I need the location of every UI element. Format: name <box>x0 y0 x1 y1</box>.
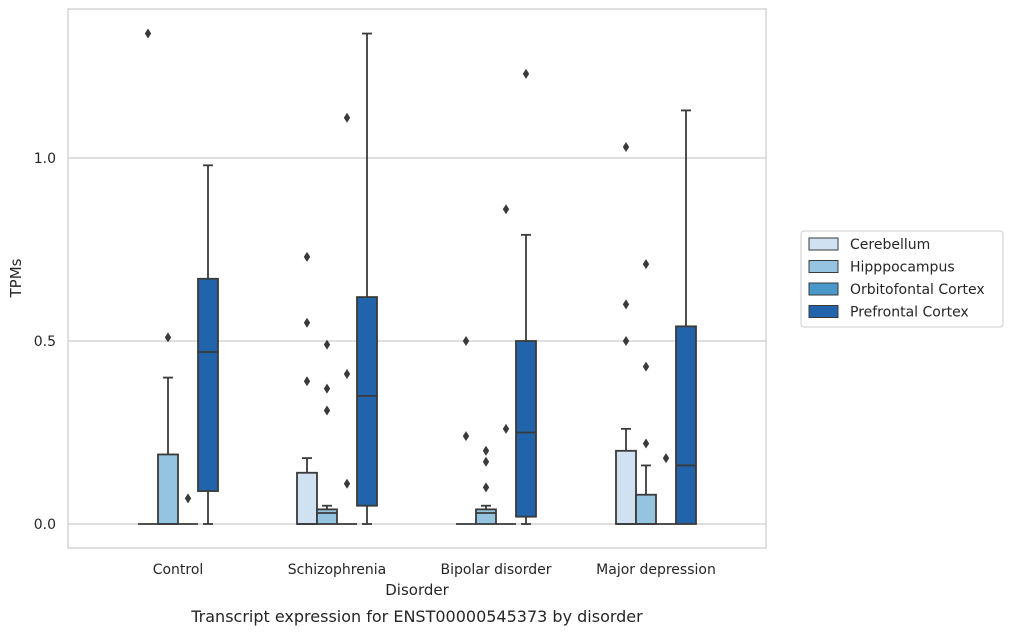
legend-swatch <box>808 282 839 296</box>
box-hipppocampus <box>475 445 497 525</box>
box-iqr <box>157 453 179 525</box>
outlier-point <box>482 456 490 467</box>
outlier-point <box>303 251 311 262</box>
outlier-point <box>662 453 670 464</box>
outlier-point <box>482 482 490 493</box>
legend-label: Orbitofontal Cortex <box>850 282 985 298</box>
x-tick-label: Major depression <box>596 562 716 578</box>
legend-items: Cerebellum Hipppocampus Orbitofontal Corte… <box>808 237 985 321</box>
box-iqr <box>316 508 338 525</box>
x-tick-label: Control <box>153 562 204 578</box>
x-axis-label: Disorder <box>385 581 449 599</box>
outlier-point <box>622 336 630 346</box>
box-iqr <box>356 296 378 507</box>
outlier-point <box>184 493 192 504</box>
legend-swatch <box>808 260 839 273</box>
figure-caption: Transcript expression for ENST0000054537… <box>190 607 643 626</box>
outlier-point <box>622 142 630 153</box>
box-iqr <box>475 508 497 525</box>
box-cerebellum <box>138 28 158 525</box>
outlier-point <box>642 259 650 270</box>
y-axis-label: TPMs <box>7 258 25 298</box>
box-prefrontal-cortex <box>515 68 537 525</box>
outlier-point <box>343 368 351 379</box>
box-hipppocampus <box>316 339 338 525</box>
plot-frame <box>67 8 767 549</box>
box-cerebellum <box>615 142 637 525</box>
box-iqr <box>515 340 537 518</box>
box-iqr <box>635 493 657 525</box>
outlier-point <box>343 478 351 489</box>
box-hipppocampus <box>157 332 179 525</box>
outlier-point <box>303 376 311 387</box>
outlier-point <box>144 28 152 39</box>
outlier-point <box>622 299 630 310</box>
x-tick-label: Schizophrenia <box>288 562 386 578</box>
box-orbitofontal-cortex <box>337 112 357 525</box>
legend: Cerebellum Hipppocampus Orbitofontal Corte… <box>800 230 1004 328</box>
legend-label: Cerebellum <box>850 237 930 253</box>
y-tick-label: 1.0 <box>34 151 56 167</box>
box-orbitofontal-cortex <box>656 453 676 525</box>
outlier-point <box>462 336 470 346</box>
outlier-point <box>462 431 470 442</box>
legend-label: Prefrontal Cortex <box>850 305 969 321</box>
outlier-point <box>323 339 331 350</box>
box-hipppocampus <box>635 259 657 525</box>
box-prefrontal-cortex <box>356 32 378 525</box>
outlier-point <box>502 204 510 215</box>
box-iqr <box>675 325 697 525</box>
outlier-point <box>343 112 351 123</box>
x-tick-label: Bipolar disorder <box>440 562 551 578</box>
outlier-point <box>303 317 311 328</box>
outlier-point <box>502 423 510 434</box>
x-tick-labels: Control Schizophrenia Bipolar disorder Majo… <box>153 562 716 578</box>
outlier-point <box>642 438 650 449</box>
box-cerebellum <box>296 251 318 525</box>
grid-lines <box>68 157 766 525</box>
box-prefrontal-cortex <box>197 164 219 525</box>
legend-label: Hipppocampus <box>850 260 955 276</box>
box-iqr <box>197 277 219 492</box>
outlier-point <box>323 383 331 394</box>
outlier-point <box>323 405 331 416</box>
outlier-point <box>164 332 172 343</box>
box-plot-area <box>138 28 697 525</box>
outlier-point <box>522 68 530 79</box>
box-iqr <box>615 449 637 525</box>
outlier-point <box>642 361 650 372</box>
outlier-point <box>482 445 490 456</box>
legend-swatch <box>808 305 839 318</box>
y-tick-label: 0.5 <box>34 334 56 350</box>
legend-swatch <box>808 237 839 251</box>
box-iqr <box>296 471 318 525</box>
box-prefrontal-cortex <box>675 109 697 525</box>
y-tick-label: 0.0 <box>34 517 56 533</box>
box-cerebellum <box>456 336 476 525</box>
box-orbitofontal-cortex <box>178 493 198 525</box>
box-orbitofontal-cortex <box>496 204 516 525</box>
legend-frame <box>800 230 1004 328</box>
y-tick-labels: 0.00.51.01.52.02.5 <box>34 151 56 533</box>
